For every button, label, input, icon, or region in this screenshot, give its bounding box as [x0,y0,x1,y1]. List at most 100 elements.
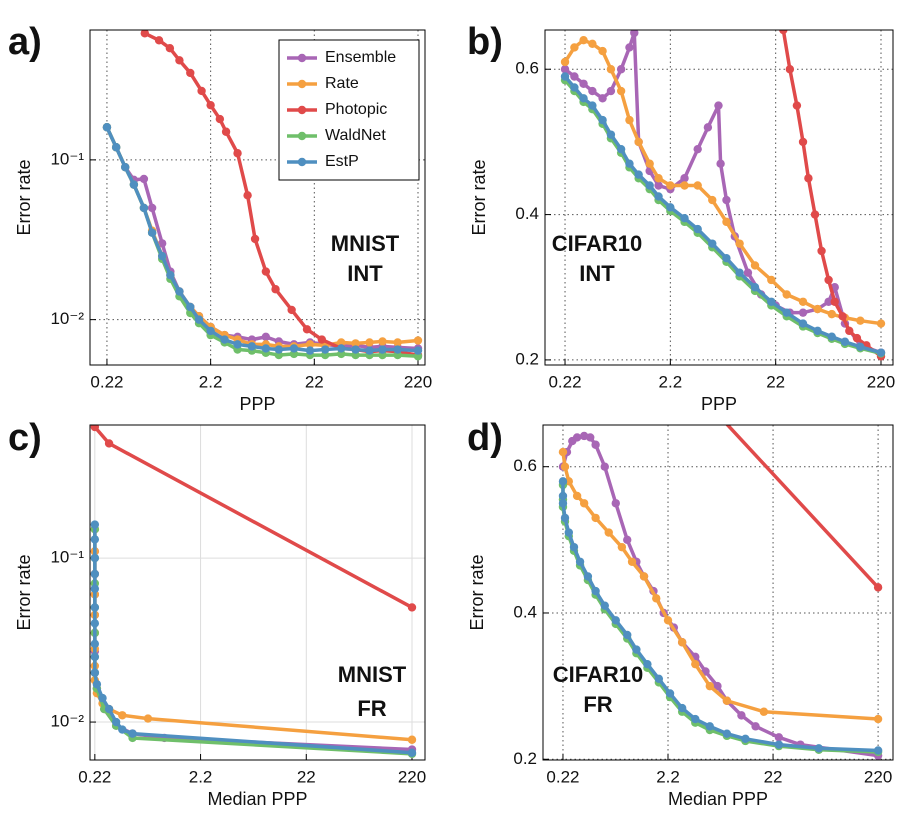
plot-frame [89,424,426,761]
point [247,342,257,351]
point [90,639,100,649]
point [873,746,883,755]
point [407,603,417,612]
point [118,711,127,720]
point [654,674,664,684]
point [830,297,839,306]
point [810,210,820,219]
point [606,65,616,74]
point [206,326,215,336]
point [814,744,824,753]
point [873,714,883,724]
point [611,616,620,625]
point [798,297,808,306]
point [722,253,731,263]
point [693,224,702,234]
point [564,528,574,537]
point [586,433,595,442]
annotation: MNIST [331,231,400,256]
plot-frame [542,424,894,761]
point [558,499,568,508]
series-group [90,425,417,759]
point [630,30,639,38]
point [129,180,139,189]
point [693,144,702,154]
point [691,659,700,669]
point [558,477,568,486]
y-tick-label: 10⁻¹ [50,149,84,168]
point [413,346,423,355]
point [722,729,732,738]
point [186,68,195,78]
point [221,127,231,136]
point [735,268,744,277]
point [365,338,374,347]
point [652,594,661,603]
legend-marker [297,131,307,141]
point [654,174,663,183]
point [782,308,791,317]
panel: 0.22 2.2 22 220 10⁻² 10⁻¹ PPP Error rate MNIST IN… [8,21,432,414]
y-tick-label: 0.6 [515,59,539,78]
point [722,696,732,705]
point [824,275,833,285]
y-tick-label: 0.4 [513,602,537,621]
point [713,681,722,691]
point [680,174,689,183]
point [663,616,673,625]
point [118,725,127,734]
legend-marker [297,79,307,89]
point [289,344,299,353]
point [317,335,327,344]
y-tick-label: 10⁻¹ [50,548,84,567]
point [90,603,100,612]
point [351,339,360,348]
point [111,143,121,152]
point [98,693,107,703]
x-tick-label: 2.2 [199,372,223,391]
legend-label: EstP [325,153,359,170]
point [600,601,609,610]
x-axis-label: PPP [239,394,275,414]
point [606,86,616,96]
point [798,319,808,328]
point [558,447,568,457]
plot-frame [89,29,426,366]
x-tick-label: 22 [766,372,785,391]
point [767,297,776,306]
y-tick-label: 0.4 [515,204,539,223]
point [798,137,808,147]
point [623,630,632,640]
point [250,234,260,244]
point [625,115,634,125]
point [378,337,387,346]
x-tick-label: 0.22 [548,372,581,391]
point [827,332,836,341]
panel-label: d) [467,417,503,459]
x-tick-label: 220 [867,372,895,391]
point [570,72,579,81]
point [654,181,663,190]
point [560,72,570,81]
point [305,346,315,355]
point [617,542,627,552]
y-axis-label: Error rate [14,159,34,235]
point [154,36,164,45]
point [856,316,865,325]
point [569,542,579,552]
point [104,704,114,714]
point [157,251,167,261]
y-tick-label: 0.2 [515,349,539,368]
x-axis-label: PPP [701,394,737,414]
point [365,346,374,355]
panel-label: a) [8,21,42,63]
point [233,340,242,349]
point [302,325,312,334]
point [680,181,689,190]
point [616,86,626,96]
panel: 0.22 2.2 22 220 0.2 0.4 0.6 Median PPP Error rat… [467,417,894,809]
point [287,305,296,315]
point [705,722,715,731]
point [680,214,689,223]
